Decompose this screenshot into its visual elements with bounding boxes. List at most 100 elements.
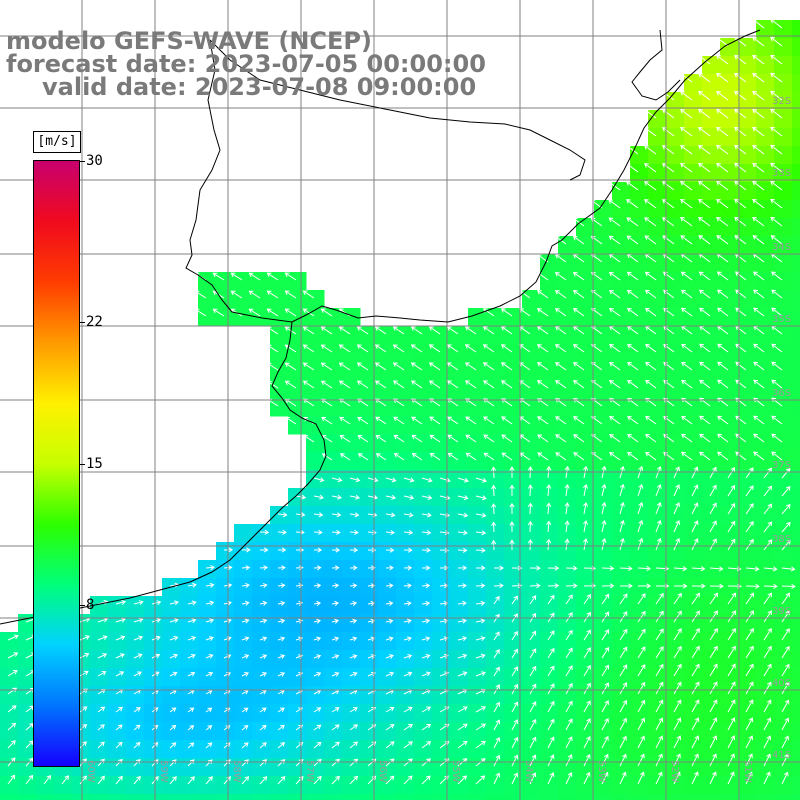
wind-speed-cell <box>738 272 757 291</box>
wind-speed-cell <box>594 542 613 561</box>
wind-speed-cell <box>144 596 163 615</box>
wind-speed-cell <box>396 740 415 759</box>
wind-speed-cell <box>558 236 577 255</box>
wind-speed-cell <box>414 416 433 435</box>
wind-arrow <box>565 565 578 571</box>
wind-speed-cell <box>468 668 487 687</box>
wind-speed-cell <box>540 470 559 489</box>
wind-speed-cell <box>234 686 253 705</box>
wind-speed-cell <box>522 668 541 687</box>
wind-arrow <box>511 719 519 731</box>
wind-arrow <box>500 344 513 353</box>
wind-arrow <box>619 537 625 551</box>
wind-speed-cell <box>738 632 757 651</box>
wind-arrow <box>133 671 142 677</box>
wind-arrow <box>565 754 573 767</box>
wind-arrow <box>115 653 125 659</box>
wind-arrow <box>7 670 18 677</box>
wind-arrow <box>781 485 791 497</box>
wind-speed-cell <box>648 650 667 669</box>
wind-arrow <box>302 326 315 335</box>
wind-speed-cell <box>198 794 217 800</box>
wind-speed-cell <box>468 542 487 561</box>
wind-arrow <box>691 645 700 659</box>
wind-arrow <box>565 583 578 589</box>
wind-speed-cell <box>522 308 541 327</box>
wind-speed-cell <box>378 632 397 651</box>
wind-speed-cell <box>108 614 127 633</box>
wind-arrow <box>547 700 555 713</box>
wind-arrow <box>259 654 268 659</box>
wind-arrow <box>501 380 513 389</box>
wind-arrow <box>302 380 315 389</box>
wind-speed-cell <box>684 290 703 309</box>
wind-speed-cell <box>432 668 451 687</box>
wind-speed-cell <box>630 740 649 759</box>
wind-speed-cell <box>198 578 217 597</box>
wind-speed-cell <box>702 272 721 291</box>
wind-arrow <box>482 380 495 389</box>
wind-arrow <box>601 583 615 589</box>
wind-speed-cell <box>342 614 361 633</box>
wind-speed-cell <box>720 110 739 129</box>
wind-speed-cell <box>738 596 757 615</box>
wind-speed-cell <box>630 290 649 309</box>
wind-speed-cell <box>108 740 127 759</box>
wind-arrow <box>266 308 279 317</box>
wind-arrow <box>734 162 747 173</box>
wind-arrow <box>493 649 500 659</box>
wind-speed-cell <box>216 650 235 669</box>
latitude-label: 37S <box>772 460 791 471</box>
wind-arrow <box>645 343 657 353</box>
wind-arrow <box>699 379 711 389</box>
wind-arrow <box>421 512 432 518</box>
wind-speed-cell <box>108 794 127 800</box>
wind-arrow <box>475 565 486 571</box>
wind-speed-cell <box>432 380 451 399</box>
wind-arrow <box>457 723 468 731</box>
wind-speed-cell <box>666 254 685 273</box>
wind-speed-cell <box>468 326 487 345</box>
wind-arrow <box>339 416 351 425</box>
wind-arrow <box>763 735 771 749</box>
wind-arrow <box>367 477 379 483</box>
wind-arrow <box>277 512 288 518</box>
wind-arrow <box>421 653 431 659</box>
wind-arrow <box>709 592 718 605</box>
wind-arrow <box>169 618 179 623</box>
wind-speed-cell <box>558 308 577 327</box>
wind-speed-cell <box>738 56 757 75</box>
wind-arrow <box>277 636 286 642</box>
wind-arrow <box>753 361 765 371</box>
wind-speed-cell <box>486 344 505 363</box>
wind-arrow <box>421 600 431 606</box>
wind-speed-cell <box>558 434 577 453</box>
wind-speed-cell <box>702 434 721 453</box>
wind-speed-cell <box>216 308 235 327</box>
wind-arrow <box>745 717 754 731</box>
wind-speed-cell <box>774 668 793 687</box>
wind-arrow <box>637 483 644 497</box>
wind-arrow <box>619 771 627 785</box>
wind-arrow <box>680 91 693 101</box>
wind-arrow <box>277 529 287 535</box>
wind-arrow <box>582 520 589 533</box>
wind-arrow <box>601 537 607 551</box>
wind-arrow <box>698 180 711 191</box>
wind-arrow <box>493 583 504 589</box>
wind-speed-cell <box>576 272 595 291</box>
wind-speed-cell <box>18 686 37 705</box>
wind-arrow <box>655 663 664 677</box>
wind-speed-cell <box>18 758 37 777</box>
wind-arrow <box>573 362 585 371</box>
wind-speed-cell <box>414 398 433 417</box>
wind-arrow <box>645 379 657 389</box>
wind-arrow <box>475 740 486 749</box>
wind-speed-cell <box>216 614 235 633</box>
wind-arrow <box>698 289 711 299</box>
wind-speed-cell <box>720 560 739 579</box>
wind-speed-cell <box>738 128 757 147</box>
wind-arrow <box>349 512 360 518</box>
wind-arrow <box>637 501 644 515</box>
